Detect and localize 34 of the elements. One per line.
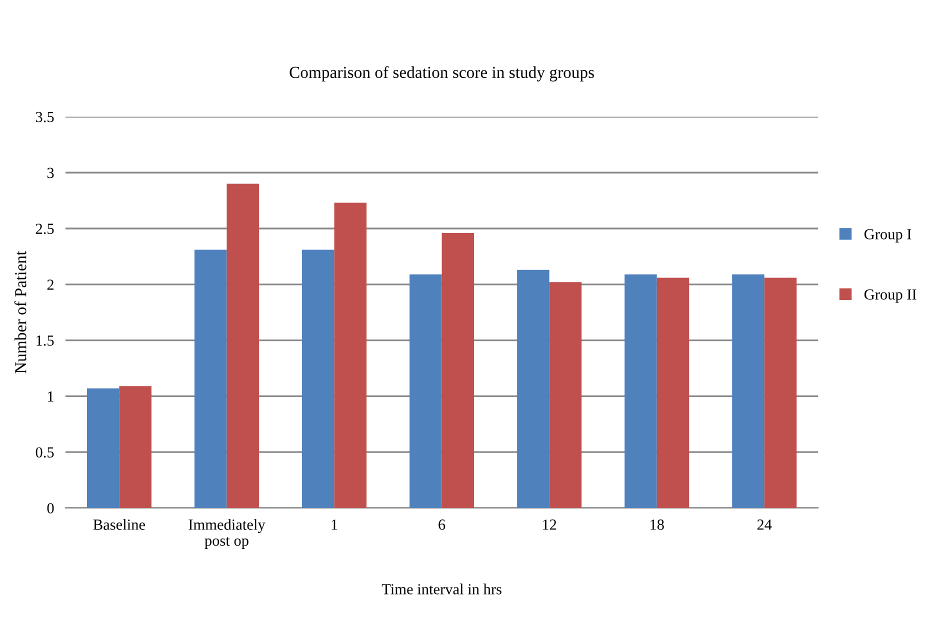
y-tick-label: 3 (47, 168, 54, 178)
chart-title: Comparison of sedation score in study groups (290, 66, 594, 82)
y-tick-label: 2.5 (36, 224, 54, 234)
y-tick-label: 0 (47, 503, 54, 514)
bar (764, 278, 797, 508)
x-axis-title: Time interval in hrs (382, 584, 502, 594)
bar (624, 274, 657, 508)
bar (194, 250, 227, 508)
x-tick-label: Immediately post op (188, 519, 266, 549)
legend-label: Group II (864, 289, 916, 303)
x-tick-label: 1 (332, 520, 338, 530)
bar (86, 388, 120, 508)
bar (226, 184, 259, 508)
bar (119, 386, 152, 508)
bar (334, 202, 367, 508)
y-tick-label: 3.5 (36, 112, 54, 122)
bar (656, 278, 690, 508)
bar (410, 274, 442, 508)
legend-label: Group I (864, 229, 912, 242)
x-tick-label: Baseline (93, 519, 145, 530)
bar (442, 232, 474, 508)
x-tick-label: 18 (650, 520, 664, 530)
y-tick-label: 0.5 (36, 447, 54, 458)
y-tick-label: 1.5 (36, 336, 54, 346)
bar (517, 270, 550, 508)
bar (302, 250, 334, 508)
x-tick-label: 12 (543, 520, 556, 530)
bar (549, 282, 582, 508)
x-tick-label: 24 (757, 520, 772, 530)
y-tick-label: 1 (48, 391, 54, 402)
y-tick-label: 2 (47, 280, 54, 290)
x-tick-label: 6 (438, 520, 446, 530)
bar (732, 274, 764, 508)
y-axis-title: Number of Patient (14, 250, 26, 374)
